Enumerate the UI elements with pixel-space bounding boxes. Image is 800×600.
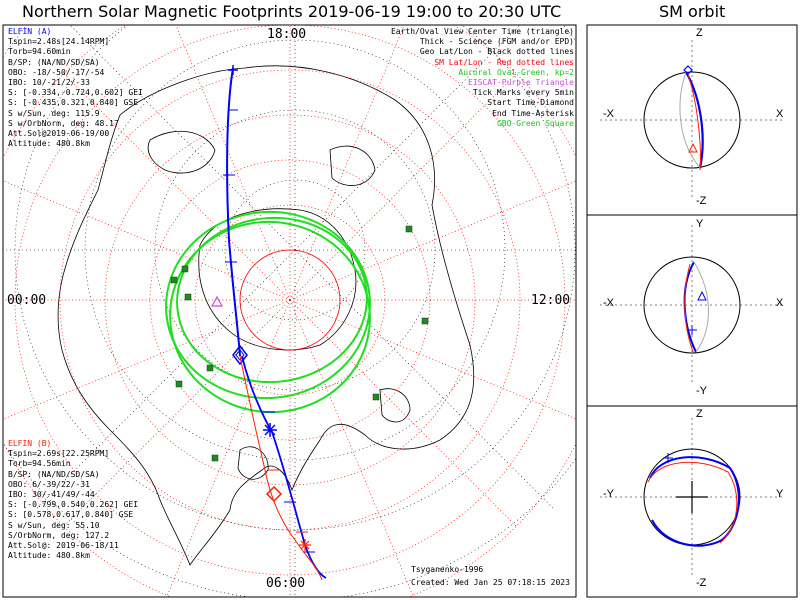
elfin-a-track-south [241, 355, 327, 579]
orbit1-right-label: X [776, 108, 784, 120]
elfin-b-line: S: [-0.799,0.540,0.262] GEI [8, 500, 139, 510]
orbit2-top-label: Y [696, 218, 704, 230]
elfin-a-line: IBO: 10/-21/2/-33 [8, 78, 90, 88]
map-legend: Earth/Oval View Center Time (triangle) T… [391, 27, 574, 129]
elfin-a-line: Torb=94.60min [8, 47, 71, 57]
elfin-a-end-asterisk [263, 423, 277, 437]
elfin-b-line: B/SP: (NA/ND/SD/SA) [8, 469, 100, 479]
orbit3-left-label: -Y [603, 488, 614, 500]
elfin-a-line: Tspin=2.48s[24.14RPM] [8, 37, 110, 47]
legend-item: Start Time-Diamond [487, 98, 574, 108]
elfin-a-line: Att.Sol@2019-06-19/00 [8, 129, 110, 139]
legend-item: Thick - Science (FGM and/or EPD) [419, 37, 574, 47]
orbit-panel-3 [600, 418, 785, 576]
geo-grid [3, 25, 576, 597]
continent-outline [57, 65, 475, 566]
orbit2-bottom-label: -Y [696, 385, 707, 397]
sm-pole-circle [239, 249, 341, 351]
map-frame [2, 24, 577, 598]
orbit3-right-label: Y [776, 488, 784, 500]
elfin-a-line: OBO: -18/-50/-17/-54 [8, 67, 105, 77]
elfin-a-start-diamond-inner [235, 349, 245, 361]
legend-item: Auroral Oval-Green, kp=2 [458, 67, 574, 77]
legend-item: End Time-Asterisk [492, 108, 574, 118]
elfin-a-line: S w/Sun, deg: 115.9 [8, 108, 100, 118]
island-outline [329, 145, 376, 186]
elfin-b-line: OBO: 6/-39/22/-31 [8, 479, 90, 489]
clock-label-top: 18:00 [267, 27, 307, 42]
elfin-b-end-asterisk [299, 539, 311, 551]
elfin-b-line: Att.Sol@: 2019-06-18/11 [8, 541, 119, 551]
elfin-b-start-diamond [265, 485, 283, 503]
elfin-b-line: Torb=94.56min [8, 459, 71, 469]
elfin-a-start-asterisk [228, 65, 238, 75]
eiscat-triangle [210, 295, 224, 307]
elfin-a-line: Altitude: 480.8km [8, 139, 90, 149]
orbit-frame [586, 24, 798, 598]
gbo-stations [170, 225, 429, 462]
elfin-a-name: ELFIN (A) [8, 27, 52, 36]
legend-item: Geo Lat/Lon - Black dotted lines [419, 47, 574, 57]
elfin-b-line: Altitude: 480.8km [8, 551, 90, 561]
elfin-b-line: S: [0.578,0.617,0.840] GSE [8, 510, 134, 520]
greenland-outline [198, 208, 357, 351]
elfin-a-info: ELFIN (A) Tspin=2.48s[24.14RPM] Torb=94.… [8, 27, 143, 149]
elfin-b-track [239, 355, 323, 581]
model-label: Tsyganenko-1996 [411, 565, 484, 574]
created-label: Created: Wed Jan 25 07:18:15 2023 [411, 578, 570, 587]
orbit-panel-2 [600, 225, 785, 385]
elfin-b-line: Tspin=2.69s[22.25RPM] [8, 449, 110, 459]
elfin-a-line: B/SP: (NA/ND/SD/SA) [8, 57, 100, 67]
orbit-title: SM orbit [659, 2, 726, 21]
elfin-a-line: S: [-0.435,0.321,0.840] GSE [8, 98, 139, 108]
orbit-panel-1 [600, 40, 785, 200]
legend-item: SM Lat/Lon - Red dotted lines [434, 57, 574, 67]
elfin-b-line: S/OrbNorm, deg: 127.2 [8, 530, 110, 540]
elfin-a-line: S w/OrbNorm, deg: 48.17 [8, 118, 119, 128]
elfin-b-name: ELFIN (B) [8, 439, 52, 448]
elfin-a-track-north [226, 67, 241, 357]
legend-item: Earth/Oval View Center Time (triangle) [390, 27, 574, 36]
elfin-b-info: ELFIN (B) Tspin=2.69s[22.25RPM] Torb=94.… [8, 439, 138, 561]
auroral-oval [165, 210, 371, 414]
orbit1-top-label: Z [696, 27, 703, 39]
orbit3-bottom-label: -Z [696, 577, 707, 589]
elfin-a-line: S: [-0.334,-0.724,0.602] GEI [8, 88, 143, 98]
clock-label-bottom: 06:00 [266, 576, 306, 591]
elfin-b-line: IBO: 30/-41/49/-44 [8, 490, 95, 500]
elfin-b-ticks [268, 469, 308, 533]
orbit2-left-label: -X [603, 297, 614, 309]
orbit2-right-label: X [776, 297, 784, 309]
legend-item: GBO-Green Square [496, 118, 574, 128]
island-outline [237, 446, 269, 480]
legend-item: Tick Marks every 5min [472, 88, 574, 98]
coastlines [57, 65, 475, 566]
island-outline [147, 130, 216, 174]
legend-item: EISCAT-Purple Triangle [468, 78, 574, 88]
orbit1-left-label: -X [603, 108, 614, 120]
island-outline [379, 388, 411, 423]
plot-title: Northern Solar Magnetic Footprints 2019-… [22, 2, 562, 21]
clock-label-right: 12:00 [531, 293, 571, 308]
clock-label-left: 00:00 [7, 293, 47, 308]
elfin-a-ticks [223, 109, 315, 553]
orbit1-bottom-label: -Z [696, 195, 707, 207]
orbit3-top-label: Z [696, 408, 703, 420]
elfin-a-start-diamond [232, 344, 248, 366]
elfin-b-line: S w/Sun, deg: 55.10 [8, 520, 100, 530]
